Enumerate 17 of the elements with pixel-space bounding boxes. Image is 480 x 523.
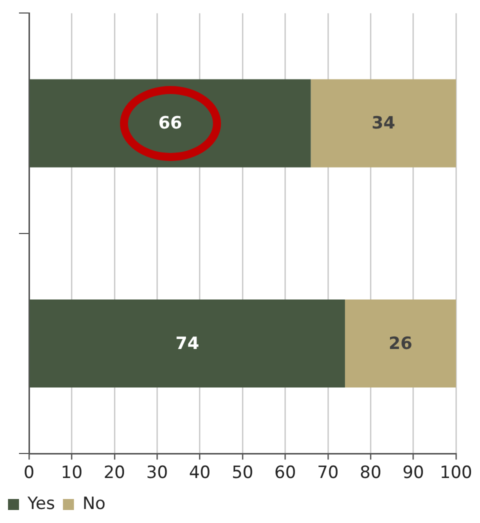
data-label: 34 xyxy=(372,114,396,134)
legend-label: Yes xyxy=(26,494,56,514)
x-tick-label: 80 xyxy=(360,463,382,484)
x-tick-label: 70 xyxy=(317,463,339,484)
x-tick-label: 50 xyxy=(232,463,254,484)
x-tick-label: 100 xyxy=(440,463,472,484)
x-tick-label: 90 xyxy=(402,463,424,484)
x-tick-label: 60 xyxy=(274,463,296,484)
data-label: 74 xyxy=(175,334,200,354)
data-label: 66 xyxy=(158,114,182,134)
x-tick-label: 30 xyxy=(146,463,168,484)
x-tick-label: 20 xyxy=(104,463,126,484)
data-label: 26 xyxy=(388,334,412,354)
x-tick-label: 40 xyxy=(188,463,211,484)
legend-label: No xyxy=(82,494,106,514)
x-tick-label: 10 xyxy=(60,463,83,484)
x-tick-label: 0 xyxy=(24,463,34,484)
